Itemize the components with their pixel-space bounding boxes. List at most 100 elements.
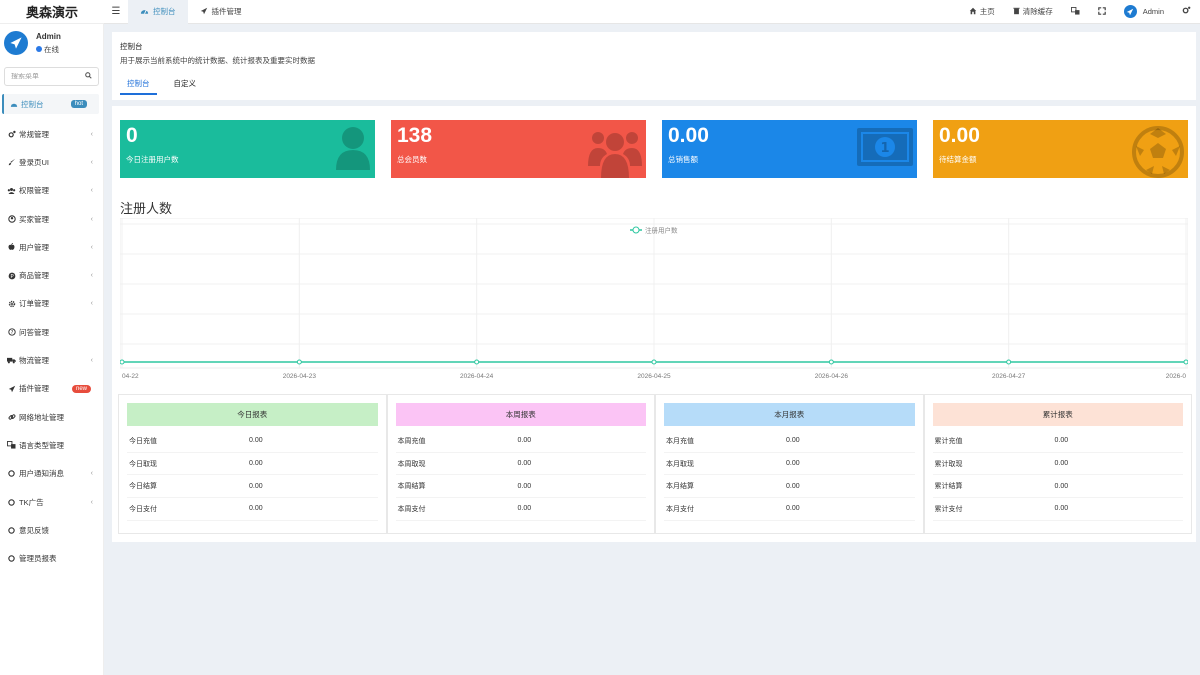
report-row-label: 累计支付 — [934, 505, 963, 513]
chevron-left-icon: ‹ — [90, 357, 93, 365]
report-row-label: 累计取现 — [934, 460, 963, 468]
report-row-value: 0.00 — [1054, 460, 1069, 468]
sidebar-item[interactable]: 用户管理 ‹ — [0, 233, 103, 261]
clear-cache-button[interactable]: 清除缓存 — [1004, 0, 1062, 24]
status-dot-icon — [36, 46, 42, 52]
sidebar-item-label: 用户管理 — [19, 242, 49, 252]
x-tick-label: 2026-0 — [1166, 373, 1187, 380]
search-icon[interactable] — [85, 72, 92, 81]
data-point[interactable] — [296, 359, 302, 365]
chevron-left-icon: ‹ — [90, 130, 93, 138]
data-point[interactable] — [1183, 359, 1188, 365]
report-row-label: 本周充值 — [397, 437, 426, 445]
user-panel: Admin 在线 — [0, 24, 103, 62]
rocket-icon — [200, 7, 208, 17]
report-row-label: 本月充值 — [666, 437, 694, 445]
user-name: Admin — [1142, 7, 1164, 16]
sidebar-item-label: 常规管理 — [19, 129, 49, 139]
sidebar-item[interactable]: ? 问答管理 — [0, 318, 103, 346]
user-circle-icon — [7, 215, 16, 223]
sidebar-item-label: 物流管理 — [19, 356, 49, 366]
search-input[interactable] — [11, 73, 85, 80]
home-icon — [969, 7, 977, 17]
trash-icon — [1013, 7, 1020, 17]
user-menu[interactable]: Admin — [1115, 0, 1173, 24]
rocket-icon — [7, 385, 16, 393]
sidebar-item-label: 登录页UI — [19, 157, 49, 167]
gears-icon — [1182, 6, 1191, 17]
report-row: 本月支付 0.00 — [664, 498, 915, 521]
subtab-dashboard[interactable]: 控制台 — [120, 78, 157, 95]
data-point[interactable] — [120, 359, 125, 365]
x-tick-label: 2026-04-27 — [992, 373, 1026, 380]
stat-value: 0.00 — [939, 124, 980, 147]
chart-legend[interactable]: 注册用户数 — [630, 226, 678, 235]
sidebar-item[interactable]: P 商品管理 ‹ — [0, 261, 103, 289]
fullscreen-button[interactable] — [1089, 0, 1115, 24]
sidebar-item[interactable]: 网络地址管理 — [0, 403, 103, 431]
report-title: 本月报表 — [664, 403, 915, 426]
menu-badge: hot — [70, 100, 87, 108]
product-icon: P — [7, 272, 16, 280]
sidebar-item[interactable]: 控制台 hot — [2, 94, 99, 114]
chevron-left-icon: ‹ — [90, 470, 93, 478]
sidebar-item-label: 权限管理 — [19, 186, 49, 196]
stat-box: 0.00 待结算金额 — [933, 120, 1188, 178]
users-icon — [588, 126, 642, 178]
report-row: 本周充值 0.00 — [395, 430, 646, 453]
report-row-label: 本周支付 — [397, 505, 426, 513]
chevron-left-icon: ‹ — [90, 158, 93, 166]
truck-icon — [7, 357, 16, 364]
sidebar-item[interactable]: 管理员报表 — [0, 544, 103, 572]
tab-plugins[interactable]: 插件管理 — [188, 0, 254, 24]
sidebar-item[interactable]: 插件管理 new — [0, 375, 103, 403]
data-point[interactable] — [828, 359, 834, 365]
report-row: 今日充值 0.00 — [127, 430, 378, 453]
app-logo[interactable]: 奥森演示 — [0, 0, 104, 24]
stat-label: 总销售额 — [668, 155, 698, 164]
stat-label: 今日注册用户数 — [126, 155, 179, 164]
chevron-left-icon: ‹ — [90, 243, 93, 251]
sidebar-item[interactable]: 权限管理 ‹ — [0, 177, 103, 205]
home-link[interactable]: 主页 — [960, 0, 1004, 24]
report-row-label: 今日取现 — [129, 460, 157, 468]
sidebar-item-label: 订单管理 — [19, 299, 49, 309]
sidebar-item[interactable]: 买家管理 ‹ — [0, 205, 103, 233]
svg-text:?: ? — [10, 330, 13, 336]
sidebar-item[interactable]: 用户通知消息 ‹ — [0, 460, 103, 488]
report-row: 累计支付 0.00 — [932, 498, 1183, 521]
sidebar-item-label: 问答管理 — [19, 327, 49, 337]
subtab-custom[interactable]: 自定义 — [173, 79, 197, 88]
tab-dashboard[interactable]: 控制台 — [128, 0, 188, 24]
chevron-left-icon: ‹ — [90, 187, 93, 195]
chevron-left-icon: ‹ — [90, 498, 93, 506]
sidebar-item-label: 商品管理 — [19, 271, 49, 281]
data-point[interactable] — [1006, 359, 1012, 365]
sidebar-item[interactable]: 语言类型管理 — [0, 431, 103, 459]
report-row-label: 今日支付 — [129, 505, 157, 513]
language-button[interactable] — [1062, 0, 1089, 24]
sidebar-item[interactable]: 意见反馈 — [0, 516, 103, 544]
user-name: Admin — [36, 31, 61, 41]
report-row-value: 0.00 — [1054, 437, 1069, 445]
sidebar-item[interactable]: 常规管理 ‹ — [0, 120, 103, 148]
report-row-value: 0.00 — [1054, 482, 1069, 490]
content-header: 控制台 用于展示当前系统中的统计数据、统计报表及重要实时数据 控制台 自定义 — [112, 32, 1196, 100]
sidebar-item[interactable]: 登录页UI ‹ — [0, 148, 103, 176]
question-icon: ? — [7, 328, 16, 336]
x-tick-label: 2026-04-23 — [283, 373, 317, 380]
settings-button[interactable] — [1173, 0, 1200, 24]
report-row-value: 0.00 — [786, 482, 800, 490]
sidebar-item[interactable]: 订单管理 ‹ — [0, 290, 103, 318]
menu-toggle-icon[interactable]: ☰ — [111, 6, 121, 17]
menu-search — [4, 67, 99, 86]
report-row-value: 0.00 — [517, 505, 532, 513]
sidebar-item[interactable]: 物流管理 ‹ — [0, 346, 103, 374]
sidebar-item[interactable]: TK广告 ‹ — [0, 488, 103, 516]
dashboard-panel: 0 今日注册用户数 138 总会员数 0.00 总销售额 1 0.00 待结算金额 注册人数 0… — [112, 106, 1196, 542]
report-row-value: 0.00 — [517, 437, 532, 445]
data-point[interactable] — [474, 359, 480, 365]
data-point[interactable] — [651, 359, 657, 365]
report-row: 累计充值 0.00 — [932, 430, 1183, 453]
expand-icon — [1097, 6, 1106, 17]
